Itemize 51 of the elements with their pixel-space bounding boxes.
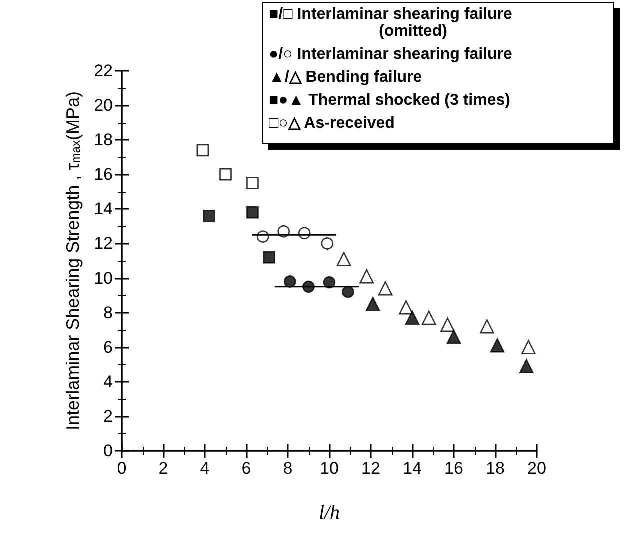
point — [422, 310, 436, 326]
annotation: □○△ As-received — [269, 115, 396, 132]
x-tick-label: 18 — [486, 459, 505, 478]
x-tick-label: 4 — [200, 459, 210, 478]
point — [263, 251, 276, 264]
x-tick-label: 8 — [283, 459, 293, 478]
point — [519, 359, 534, 374]
x-tick-label: 0 — [117, 459, 127, 478]
x-tick-label: 14 — [403, 459, 422, 478]
point — [440, 318, 455, 332]
point — [342, 286, 354, 298]
point — [480, 319, 494, 334]
x-axis-title: l/h — [318, 502, 340, 524]
point — [405, 310, 420, 326]
x-tick-label: 2 — [158, 459, 168, 478]
point — [399, 300, 414, 315]
y-tick-label: 4 — [104, 372, 113, 392]
point — [323, 276, 336, 289]
y-tick-label: 20 — [94, 96, 113, 116]
point — [284, 276, 296, 288]
x-tick-label: 12 — [362, 459, 380, 478]
point — [246, 177, 259, 190]
y-tick-label: 2 — [104, 406, 113, 426]
point — [196, 144, 210, 157]
y-tick-label: 12 — [94, 234, 113, 254]
x-tick-label: 16 — [444, 459, 464, 478]
point — [246, 206, 259, 219]
x-tick-label: 6 — [242, 459, 252, 478]
annotation: ▲/△ Bending failure — [269, 69, 424, 86]
y-tick-label: 16 — [94, 165, 113, 184]
y-axis-title: Interlaminar Shearing Strength , τmax(MPa) — [63, 92, 83, 430]
x-tick-label: 10 — [320, 459, 339, 478]
y-tick-label: 18 — [94, 130, 113, 150]
point — [378, 281, 393, 296]
point — [336, 252, 352, 266]
y-tick-label: 0 — [104, 442, 113, 460]
point — [360, 269, 374, 284]
point — [522, 340, 536, 355]
point — [490, 338, 505, 353]
point — [220, 168, 232, 181]
y-tick-label: 6 — [104, 338, 113, 357]
y-tick-label: 8 — [104, 303, 113, 322]
y-tick-label: 14 — [94, 200, 113, 219]
x-tick-label: 20 — [528, 459, 546, 478]
annotation: ■●▲ Thermal shocked (3 times) — [269, 92, 512, 109]
y-tick-label: 22 — [94, 62, 113, 80]
point — [366, 297, 380, 312]
y-tick-label: 10 — [94, 268, 113, 288]
point — [203, 210, 216, 222]
point — [446, 330, 462, 344]
point — [321, 238, 334, 250]
